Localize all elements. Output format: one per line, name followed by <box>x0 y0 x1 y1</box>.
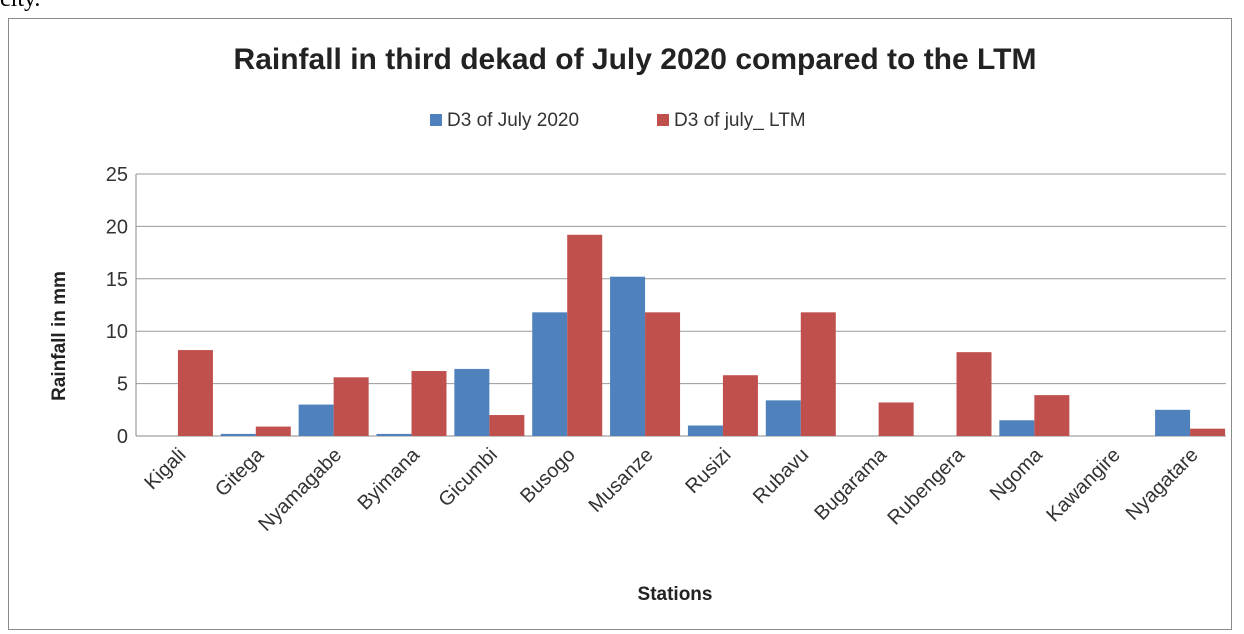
bar-d3-2020-busogo <box>532 312 568 436</box>
chart-frame: Rainfall in third dekad of July 2020 com… <box>8 18 1232 630</box>
x-tick-label: Gitega <box>211 443 269 501</box>
x-tick-label: Nyagatare <box>1122 444 1203 525</box>
bar-d3-2020-byimana <box>376 433 412 436</box>
chart-title: Rainfall in third dekad of July 2020 com… <box>234 43 1037 76</box>
y-tick-label: 25 <box>106 164 128 186</box>
bar-d3-ltm-gitega <box>255 426 291 436</box>
bar-d3-2020-nyamagabe <box>298 404 334 436</box>
x-tick-label: Byimana <box>353 443 424 514</box>
bar-d3-ltm-nyamagabe <box>333 377 369 436</box>
y-axis-ticks: 0 5 10 15 20 25 <box>106 164 128 448</box>
x-tick-label: Bugarama <box>810 443 891 524</box>
bar-d3-2020-ngoma <box>999 420 1035 436</box>
bar-d3-ltm-rubengera <box>956 352 992 436</box>
bar-d3-ltm-busogo <box>567 234 603 436</box>
bar-d3-ltm-bugarama <box>878 402 914 436</box>
x-tick-label: Nyamagabe <box>254 444 346 536</box>
x-tick-label: Kigali <box>140 444 190 494</box>
y-tick-label: 5 <box>117 374 128 396</box>
bar-d3-ltm-rusizi <box>722 375 758 436</box>
x-tick-label: Rusizi <box>681 444 735 498</box>
y-tick-label: 15 <box>106 269 128 291</box>
bar-d3-2020-nyagatare <box>1155 409 1191 436</box>
legend: D3 of July 2020 D3 of july_ LTM <box>430 110 806 131</box>
legend-label-2: D3 of july_ LTM <box>674 110 806 131</box>
x-tick-label: Rubengera <box>883 443 969 529</box>
bar-d3-ltm-nyagatare <box>1190 428 1226 436</box>
bar-d3-ltm-byimana <box>411 371 447 436</box>
bar-chart: Rainfall in third dekad of July 2020 com… <box>49 43 1226 605</box>
bars <box>177 234 1226 436</box>
bar-d3-ltm-ngoma <box>1034 395 1070 436</box>
bar-d3-ltm-kigali <box>177 350 213 436</box>
y-tick-label: 0 <box>117 426 128 448</box>
bar-d3-2020-gitega <box>220 433 256 436</box>
x-tick-label: Musanze <box>585 444 658 517</box>
x-tick-label: Kawangire <box>1042 444 1124 526</box>
top-text: city. <box>0 0 40 13</box>
bar-d3-2020-rusizi <box>687 425 723 436</box>
legend-label-1: D3 of July 2020 <box>447 110 579 131</box>
y-tick-label: 10 <box>106 321 128 343</box>
x-tick-label: Ngoma <box>986 443 1048 505</box>
x-tick-label: Gicumbi <box>434 444 501 511</box>
y-tick-label: 20 <box>106 216 128 238</box>
bar-d3-ltm-musanze <box>645 312 681 436</box>
bar-d3-2020-rubavu <box>765 400 801 436</box>
legend-swatch-1 <box>430 114 442 126</box>
bar-d3-ltm-rubavu <box>800 312 836 436</box>
bar-d3-2020-gicumbi <box>454 368 490 436</box>
x-tick-label: Busogo <box>516 444 580 508</box>
bar-d3-ltm-gicumbi <box>489 415 525 436</box>
bar-d3-2020-musanze <box>610 276 646 436</box>
x-tick-label: Rubavu <box>749 444 813 508</box>
y-axis-title: Rainfall in mm <box>49 271 70 401</box>
x-axis-title: Stations <box>638 584 713 605</box>
legend-swatch-2 <box>657 114 669 126</box>
